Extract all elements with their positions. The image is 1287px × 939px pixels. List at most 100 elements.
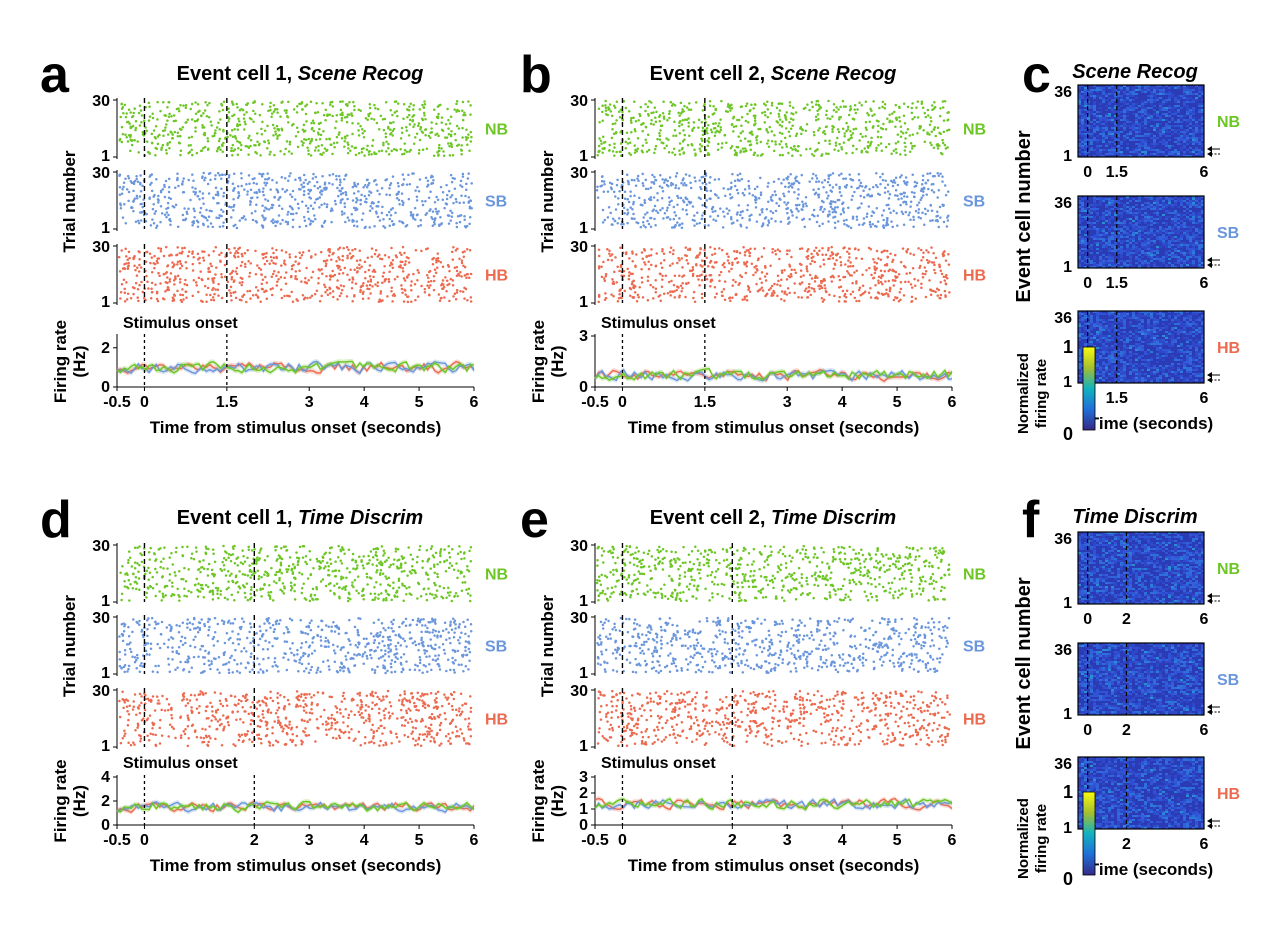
spike-dot (669, 246, 673, 250)
spike-dot (345, 115, 349, 119)
spike-dot (415, 132, 419, 136)
spike-dot (270, 115, 273, 118)
spike-dot (780, 181, 783, 185)
spike-dot (119, 115, 122, 119)
spike-dot (709, 259, 713, 263)
spike-dot (460, 144, 463, 147)
spike-dot (257, 143, 261, 147)
spike-dot (772, 149, 776, 153)
spike-dot (632, 202, 635, 206)
spike-dot (320, 294, 323, 298)
spike-dot (144, 106, 148, 109)
spike-dot (231, 143, 235, 147)
spike-dot (352, 585, 355, 589)
spike-dot (666, 291, 670, 295)
spike-dot (202, 256, 205, 259)
spike-dot (661, 249, 664, 253)
spike-dot (167, 288, 171, 292)
spike-dot (626, 221, 629, 225)
spike-dot (418, 178, 422, 181)
spike-dot (858, 139, 861, 142)
spike-dot (681, 146, 684, 150)
spike-dot (346, 599, 350, 603)
spike-dot (176, 289, 179, 293)
spike-dot (921, 106, 925, 109)
spike-dot (633, 291, 637, 294)
spike-dot (384, 575, 387, 578)
spike-dot (809, 147, 812, 150)
spike-dot (799, 126, 803, 129)
spike-dot (876, 130, 880, 133)
spike-dot (461, 172, 465, 176)
spike-dot (679, 196, 683, 200)
spike-dot (883, 191, 887, 194)
spike-dot (780, 278, 783, 281)
spike-dot (765, 272, 769, 276)
spike-dot (737, 204, 741, 207)
spike-dot (298, 176, 302, 180)
spike-dot (678, 131, 682, 135)
spike-dot (911, 102, 914, 105)
spike-dot (300, 280, 303, 283)
spike-dot (195, 119, 199, 123)
spike-dot (946, 118, 950, 122)
spike-dot (895, 151, 898, 155)
spike-dot (708, 181, 711, 184)
spike-dot (879, 258, 883, 262)
spike-dot (925, 249, 928, 252)
spike-dot (159, 109, 162, 113)
spike-dot (261, 587, 265, 590)
spike-dot (351, 132, 354, 136)
spike-dot (176, 263, 179, 266)
spike-dot (354, 561, 358, 564)
spike-dot (826, 117, 829, 120)
xtick-label: 4 (360, 394, 369, 411)
spike-dot (246, 598, 250, 602)
spike-dot (767, 145, 771, 148)
spike-dot (125, 585, 129, 589)
spike-dot (649, 196, 653, 199)
spike-dot (759, 193, 763, 197)
spike-dot (363, 200, 367, 203)
spike-dot (711, 113, 715, 116)
spike-dot (156, 100, 159, 104)
spike-dot (913, 284, 917, 288)
spike-dot (704, 183, 708, 186)
spike-dot (214, 129, 217, 132)
spike-dot (750, 130, 753, 133)
spike-dot (880, 149, 884, 152)
spike-dot (174, 203, 178, 207)
spike-dot (601, 135, 605, 139)
spike-dot (430, 121, 433, 124)
spike-dot (695, 263, 698, 266)
spike-dot (367, 562, 370, 565)
spike-dot (812, 208, 816, 212)
spike-dot (842, 219, 846, 222)
spike-dot (630, 217, 634, 220)
spike-dot (190, 557, 193, 560)
spike-dot (432, 288, 436, 292)
spike-dot (235, 102, 238, 106)
spike-dot (829, 173, 832, 177)
spike-dot (611, 223, 614, 226)
spike-dot (681, 118, 684, 122)
spike-dot (671, 252, 675, 256)
spike-dot (432, 154, 436, 158)
spike-dot (184, 278, 187, 282)
spike-dot (222, 556, 226, 560)
spike-dot (845, 218, 848, 222)
spike-dot (654, 178, 657, 182)
spike-dot (298, 571, 301, 575)
spike-dot (247, 153, 250, 156)
spike-dot (644, 213, 647, 216)
spike-dot (227, 107, 230, 110)
spike-dot (847, 252, 851, 256)
spike-dot (744, 104, 748, 108)
spike-dot (731, 263, 734, 267)
spike-dot (931, 219, 934, 222)
spike-dot (597, 300, 600, 304)
spike-dot (946, 190, 950, 193)
spike-dot (249, 138, 253, 142)
spike-dot (334, 126, 337, 130)
spike-dot (387, 556, 390, 559)
